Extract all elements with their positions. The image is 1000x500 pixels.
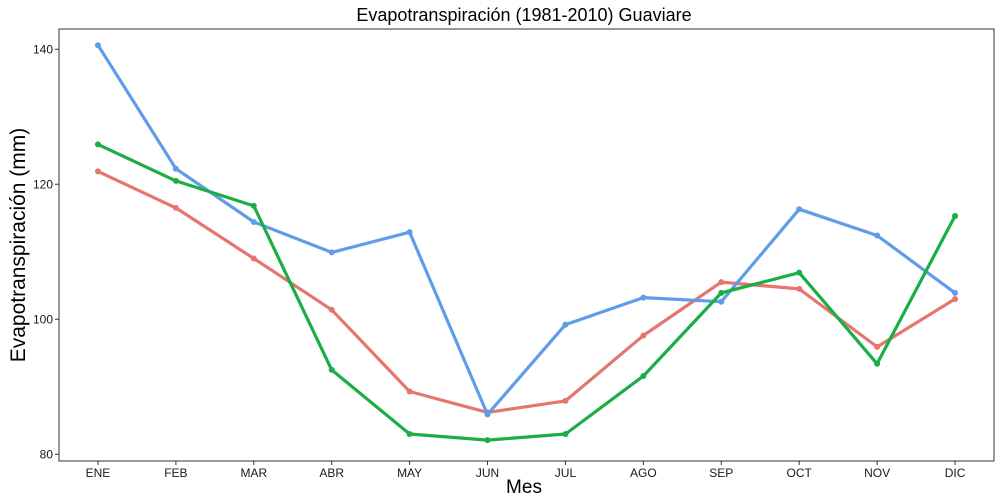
- y-tick-label: 140: [33, 42, 53, 56]
- series-3-point: [94, 141, 101, 148]
- series-2-point: [718, 298, 725, 305]
- x-tick-label: JUL: [555, 466, 577, 480]
- series-3-point: [640, 372, 647, 379]
- x-tick-label: SEP: [709, 466, 733, 480]
- x-axis-label: Mes: [506, 477, 542, 498]
- series-2-point: [484, 411, 491, 418]
- x-axis: ENE FEB MAR ABR MAY JUN JUL AGO SEP OCT NOV DIC: [86, 461, 966, 480]
- x-tick-label: AGO: [630, 466, 657, 480]
- series-3-point: [562, 431, 569, 437]
- x-tick-label: NOV: [864, 466, 890, 480]
- y-tick-label: 80: [40, 447, 54, 461]
- series-3-point: [172, 177, 179, 184]
- series-layer: [94, 42, 959, 444]
- series-3-point: [406, 431, 413, 437]
- series-2-point: [94, 42, 101, 49]
- series-2-point: [172, 165, 179, 172]
- series-3-point: [718, 289, 725, 296]
- x-tick-label: MAY: [397, 466, 422, 480]
- series-1-point: [952, 296, 959, 302]
- x-tick-label: JUN: [476, 466, 499, 480]
- series-3-point: [250, 202, 257, 209]
- series-1-point: [172, 204, 179, 211]
- series-2-point: [562, 321, 569, 328]
- series-2-point: [874, 232, 881, 239]
- series-1-point: [718, 279, 725, 286]
- series-2-point: [406, 229, 413, 236]
- series-3-point: [484, 437, 491, 444]
- y-tick-label: 100: [33, 312, 53, 326]
- series-line-2: [96, 43, 957, 416]
- series-2-point: [250, 219, 257, 226]
- x-tick-label: OCT: [787, 466, 813, 480]
- series-1-point: [94, 168, 101, 175]
- series-2-point: [796, 206, 803, 213]
- x-tick-label: FEB: [164, 466, 187, 480]
- series-3-point: [874, 360, 881, 367]
- chart-title: Evapotranspiración (1981-2010) Guaviare: [356, 5, 691, 25]
- plot-panel-border: [58, 28, 995, 462]
- series-line-3: [96, 142, 957, 442]
- series-3-point: [328, 366, 335, 373]
- series-3-point: [796, 269, 803, 276]
- y-axis: 80 100 120 140: [33, 42, 59, 461]
- x-tick-label: ABR: [319, 466, 344, 480]
- series-1-point: [328, 306, 335, 313]
- x-tick-label: ENE: [86, 466, 111, 480]
- series-1-point: [562, 397, 569, 404]
- y-axis-label: Evapotranspiración (mm): [7, 128, 30, 363]
- series-1-point: [640, 332, 647, 339]
- series-1-point: [796, 285, 803, 292]
- series-line-1: [96, 169, 957, 414]
- series-1-point: [874, 343, 881, 350]
- series-2-point: [328, 249, 335, 256]
- series-1-point: [406, 388, 413, 395]
- series-3-point: [952, 212, 959, 219]
- series-2-point: [640, 294, 647, 301]
- series-1-point: [250, 255, 257, 262]
- series-2-point: [952, 289, 959, 296]
- y-tick-label: 120: [33, 177, 53, 191]
- x-tick-label: MAR: [240, 466, 267, 480]
- x-tick-label: DIC: [945, 466, 966, 480]
